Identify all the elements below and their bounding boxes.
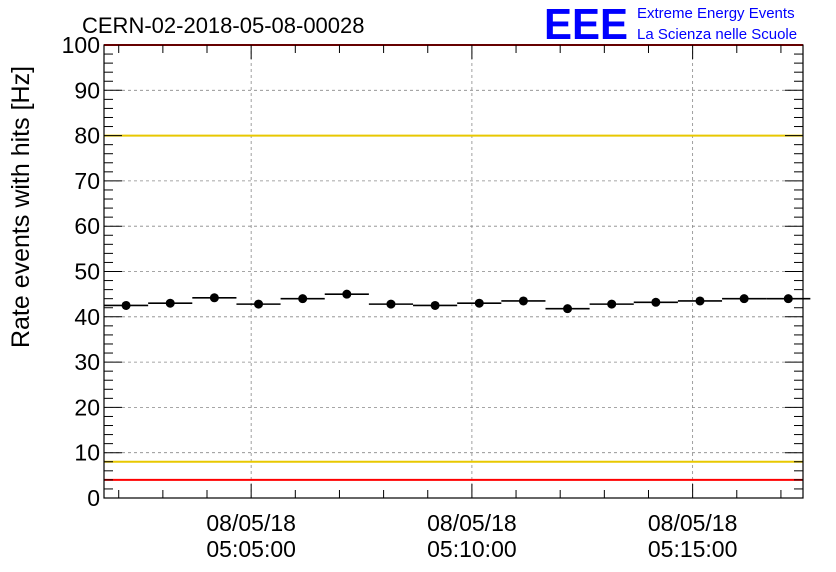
data-point <box>386 299 396 309</box>
logo-mark: EEE <box>544 0 628 49</box>
y-tick-label: 20 <box>74 394 100 420</box>
logo-line-1: Extreme Energy Events <box>637 5 795 22</box>
y-tick-label: 80 <box>74 123 100 149</box>
x-tick-label-date: 08/05/18 <box>648 510 738 536</box>
y-tick-label: 50 <box>74 259 100 285</box>
data-point <box>121 300 131 310</box>
data-point <box>474 298 484 308</box>
data-point <box>695 296 705 306</box>
data-point <box>254 299 264 309</box>
data-point <box>651 297 661 307</box>
x-tick-label-time: 05:15:00 <box>648 536 738 562</box>
reference-lines <box>104 44 803 481</box>
data-point <box>563 304 573 314</box>
tick-labels: 010203040506070809010008/05/1805:05:0008… <box>62 32 738 562</box>
eee-logo: EEE Extreme Energy Events La Scienza nel… <box>544 0 797 49</box>
y-tick-label: 10 <box>74 440 100 466</box>
grid-lines <box>104 45 803 498</box>
data-point <box>165 298 175 308</box>
data-point <box>209 293 219 303</box>
x-tick-label-date: 08/05/18 <box>206 510 296 536</box>
y-tick-label: 40 <box>74 304 100 330</box>
data-point <box>298 294 308 304</box>
y-tick-label: 60 <box>74 213 100 239</box>
data-point <box>342 289 352 299</box>
y-tick-label: 90 <box>74 77 100 103</box>
axis-ticks <box>104 44 803 499</box>
y-axis-label: Rate events with hits [Hz] <box>7 66 35 348</box>
data-point <box>607 299 617 309</box>
y-tick-label: 30 <box>74 349 100 375</box>
logo-line-2: La Scienza nelle Scuole <box>637 26 797 43</box>
y-tick-label: 70 <box>74 168 100 194</box>
data-point <box>739 294 749 304</box>
data-point <box>783 294 793 304</box>
y-tick-label: 100 <box>62 32 100 58</box>
data-point <box>518 296 528 306</box>
y-tick-label: 0 <box>87 485 100 511</box>
x-tick-label-time: 05:10:00 <box>427 536 517 562</box>
data-point <box>430 300 440 310</box>
chart-title: CERN-02-2018-05-08-00028 <box>82 13 365 38</box>
data-points <box>104 289 811 314</box>
x-tick-label-time: 05:05:00 <box>206 536 296 562</box>
x-tick-label-date: 08/05/18 <box>427 510 517 536</box>
